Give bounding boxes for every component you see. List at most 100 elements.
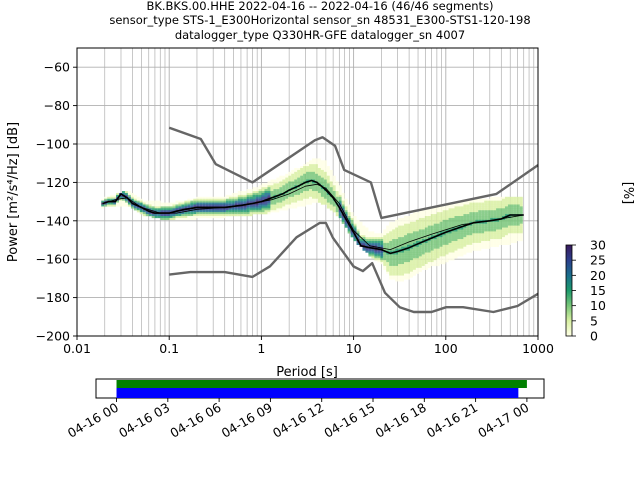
- density-cell: [264, 192, 268, 196]
- density-cell: [288, 206, 292, 209]
- density-cell: [252, 191, 256, 194]
- density-cell: [264, 191, 268, 194]
- density-cell: [439, 258, 443, 261]
- density-cell: [228, 212, 232, 215]
- density-cell: [392, 237, 396, 240]
- density-cell: [463, 240, 467, 244]
- density-cell: [519, 237, 523, 240]
- density-cell: [371, 250, 375, 253]
- density-cell: [424, 237, 428, 240]
- density-cell: [395, 240, 399, 244]
- density-cell: [314, 158, 318, 161]
- density-cell: [493, 221, 497, 224]
- density-cell: [481, 221, 485, 224]
- density-cell: [451, 212, 455, 215]
- density-cell: [451, 214, 455, 217]
- density-cell: [371, 235, 375, 238]
- density-cell: [282, 198, 286, 201]
- density-cell: [190, 200, 194, 203]
- density-cell: [398, 239, 402, 242]
- density-cell: [252, 198, 256, 201]
- density-cell: [499, 214, 503, 217]
- plot-frame: [76, 47, 539, 337]
- density-cell: [312, 196, 315, 199]
- density-cell: [502, 210, 505, 213]
- density-cell: [415, 244, 419, 247]
- density-cell: [255, 204, 259, 207]
- density-cell: [409, 229, 413, 232]
- density-cell: [335, 210, 339, 213]
- density-cell: [151, 216, 155, 219]
- density-cell: [460, 252, 464, 255]
- density-cell: [151, 200, 155, 203]
- colorbar-tick-label: 5: [590, 313, 598, 328]
- density-cell: [407, 223, 410, 226]
- density-cell: [451, 246, 455, 249]
- density-cell: [380, 260, 384, 263]
- density-cell: [451, 208, 455, 211]
- density-cell: [442, 248, 446, 251]
- density-cell: [460, 240, 464, 244]
- density-cell: [460, 206, 464, 209]
- density-cell: [460, 219, 464, 222]
- density-cell: [300, 171, 304, 174]
- density-cell: [499, 223, 503, 226]
- density-cell: [418, 231, 422, 234]
- density-cell: [484, 221, 488, 224]
- density-cell: [398, 267, 402, 270]
- density-cell: [338, 212, 342, 215]
- density-cell: [347, 229, 351, 232]
- title-line-1: BK.BKS.00.HHE 2022-04-16 -- 2022-04-16 (…: [146, 0, 493, 13]
- density-cell: [472, 246, 476, 249]
- density-cell: [211, 214, 215, 217]
- density-cell: [386, 260, 390, 263]
- density-cell: [116, 192, 120, 196]
- density-cell: [175, 214, 179, 217]
- density-cell: [300, 196, 304, 199]
- density-cell: [347, 208, 351, 211]
- density-cell: [300, 169, 304, 173]
- density-cell: [436, 246, 440, 249]
- density-cell: [504, 214, 508, 217]
- density-cell: [427, 248, 431, 251]
- density-cell: [276, 179, 280, 182]
- density-cell: [466, 244, 470, 247]
- density-cell: [326, 171, 330, 174]
- x-tick-label: 100: [434, 341, 458, 356]
- density-cell: [404, 264, 408, 267]
- density-cell: [368, 237, 372, 240]
- density-cell: [214, 208, 218, 211]
- density-cell: [121, 196, 125, 199]
- density-cell: [427, 240, 431, 244]
- density-cell: [323, 166, 327, 169]
- density-cell: [430, 262, 434, 265]
- density-cell: [424, 256, 428, 259]
- density-cell: [148, 202, 152, 205]
- density-cell: [412, 231, 416, 234]
- density-cell: [386, 242, 390, 245]
- density-cell: [404, 275, 408, 278]
- density-cell: [439, 221, 443, 224]
- density-cell: [237, 214, 241, 217]
- density-cell: [466, 214, 470, 217]
- density-cell: [252, 189, 256, 192]
- density-cell: [314, 168, 318, 171]
- density-cell: [430, 246, 434, 249]
- density-cell: [510, 217, 514, 221]
- density-cell: [493, 237, 497, 240]
- density-cell: [499, 208, 503, 211]
- density-cell: [475, 235, 479, 238]
- density-cell: [519, 206, 523, 209]
- density-cell: [320, 168, 324, 171]
- density-cell: [487, 240, 491, 244]
- density-cell: [306, 169, 310, 173]
- density-cell: [270, 204, 274, 207]
- density-cell: [478, 235, 482, 238]
- density-cell: [460, 254, 464, 257]
- density-cell: [516, 208, 520, 211]
- density-cell: [466, 217, 470, 221]
- density-cell: [401, 219, 405, 222]
- density-cell: [332, 179, 336, 182]
- density-cell: [398, 246, 402, 249]
- y-tick-label: −140: [36, 213, 70, 228]
